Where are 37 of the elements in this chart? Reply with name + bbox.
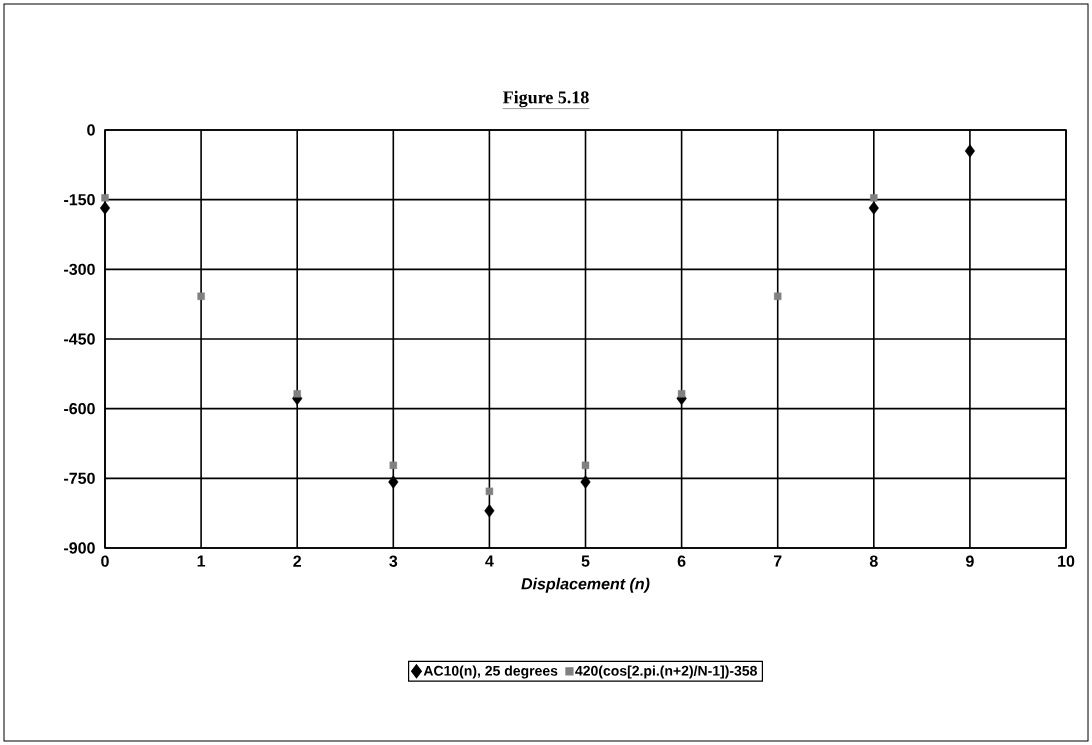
point xyxy=(99,201,111,215)
legend-label: AC10(n), 25 degrees xyxy=(423,665,558,679)
x-tick-label: 9 xyxy=(966,555,974,567)
x-tick-label: 1 xyxy=(197,555,206,567)
point xyxy=(580,475,591,489)
y-tick-label: -450 xyxy=(64,333,95,345)
x-tick-label: 6 xyxy=(677,555,686,567)
y-tick-label: 0 xyxy=(87,124,95,136)
x-tick-label: 4 xyxy=(485,555,494,567)
point xyxy=(293,390,301,398)
y-tick-label: -600 xyxy=(64,403,95,415)
x-axis-title: Displacement (n) xyxy=(521,577,650,593)
point xyxy=(964,144,975,158)
point xyxy=(389,461,398,470)
x-tick-label: 0 xyxy=(101,555,109,567)
x-tick-label: 10 xyxy=(1058,555,1075,567)
x-tick-label: 5 xyxy=(581,555,590,567)
x-tick-label: 7 xyxy=(773,555,782,567)
y-tick-label: -900 xyxy=(64,542,95,554)
y-tick-label: -150 xyxy=(64,194,95,206)
point xyxy=(868,201,879,215)
point xyxy=(484,504,495,518)
point xyxy=(581,461,590,470)
chart-title: Figure 5.18 xyxy=(502,90,589,108)
x-tick-label: 8 xyxy=(869,555,878,567)
point xyxy=(677,390,686,398)
point xyxy=(870,194,878,202)
y-tick-label: -300 xyxy=(64,263,95,276)
x-tick-label: 3 xyxy=(389,555,398,567)
x-tick-label: 2 xyxy=(293,555,302,567)
point xyxy=(388,475,399,489)
point xyxy=(485,487,494,496)
point xyxy=(197,292,205,300)
legend-label: 420(cos[2.pi.(n+2)/N-1])-358 xyxy=(575,665,757,679)
point xyxy=(101,194,109,202)
y-tick-label: -750 xyxy=(64,472,95,484)
point xyxy=(774,292,782,300)
